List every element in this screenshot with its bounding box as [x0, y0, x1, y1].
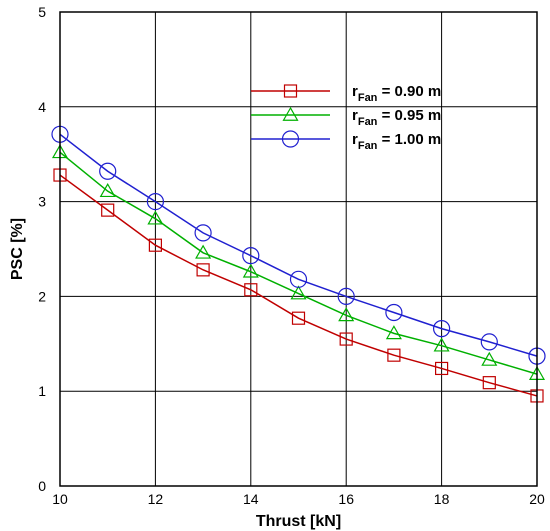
data-point-square [339, 332, 353, 346]
data-point-square [283, 84, 298, 98]
x-tick-label: 16 [338, 491, 354, 507]
data-point-circle [289, 270, 308, 288]
data-point-circle [433, 320, 451, 338]
data-point-triangle [242, 263, 259, 278]
grid-lines [59, 11, 538, 487]
series-line-1 [59, 174, 538, 397]
y-tick-label: 2 [38, 288, 46, 304]
series-layer [51, 125, 546, 403]
legend-label-2: rFan = 0.95 m [352, 107, 441, 128]
data-point-square [435, 361, 449, 376]
data-point-square [148, 238, 162, 252]
legend-label-3: rFan = 1.00 m [352, 131, 441, 152]
data-point-circle [281, 130, 300, 148]
series-line-3 [59, 133, 538, 357]
series-line-2 [59, 151, 538, 375]
data-point-triangle [338, 307, 355, 322]
data-point-triangle [433, 337, 450, 352]
data-point-square [101, 203, 115, 217]
data-point-circle [385, 303, 403, 322]
legend: rFan = 0.90 m rFan = 0.95 m rFan = 1.00 m [251, 83, 441, 152]
legend-label-1: rFan = 0.90 m [352, 83, 441, 104]
data-point-square [291, 311, 306, 325]
data-point-triangle [290, 285, 307, 300]
plot-frame [59, 11, 538, 487]
y-axis-title: PSC [%] [9, 218, 26, 280]
data-point-triangle [195, 244, 212, 259]
x-tick-label: 10 [52, 491, 68, 507]
data-point-circle [480, 333, 498, 351]
x-tick-label: 12 [148, 491, 164, 507]
data-point-circle [337, 287, 355, 305]
data-point-circle [146, 193, 164, 211]
x-tick-label: 18 [434, 491, 450, 507]
data-point-square [196, 263, 210, 277]
data-point-circle [194, 224, 212, 242]
data-point-triangle [481, 351, 498, 366]
x-tick-label: 20 [529, 491, 545, 507]
y-tick-label: 0 [38, 478, 46, 494]
data-point-square [482, 376, 496, 390]
y-tick-label: 3 [38, 194, 46, 210]
y-tick-label: 5 [38, 4, 46, 20]
data-point-square [244, 283, 258, 297]
data-point-circle [242, 247, 260, 265]
y-tick-label: 1 [38, 383, 46, 399]
y-tick-label: 4 [38, 99, 46, 115]
x-tick-label: 14 [243, 491, 259, 507]
x-axis-title: Thrust [kN] [256, 513, 341, 530]
data-point-square [387, 348, 401, 362]
data-point-triangle [385, 325, 402, 340]
data-point-triangle [99, 182, 116, 198]
data-point-circle [99, 162, 117, 180]
data-point-triangle [147, 210, 164, 225]
data-point-triangle [282, 106, 299, 121]
